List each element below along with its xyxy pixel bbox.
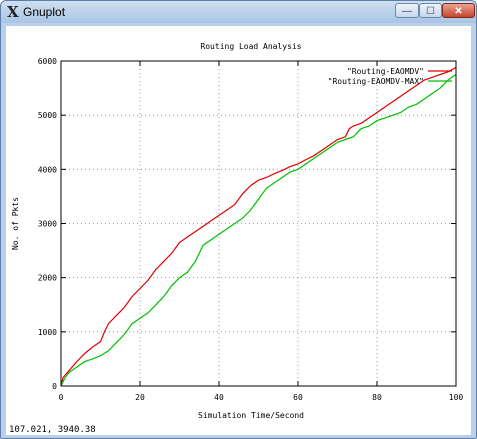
series [60, 66, 457, 387]
title-bar[interactable]: X Gnuplot — ☐ ✕ [1, 1, 476, 23]
x-tick-label: 100 [449, 393, 464, 402]
x-logo-icon: X [7, 3, 19, 21]
chart: Routing Load Analysis No. of Pkts Simula… [11, 42, 464, 420]
maximize-button[interactable]: ☐ [419, 3, 442, 18]
x-tick-label: 20 [135, 393, 145, 402]
y-tick-label: 2000 [38, 274, 57, 283]
y-tick-label: 6000 [38, 57, 57, 66]
series-line-2 [60, 74, 457, 387]
y-tick-label: 5000 [38, 111, 57, 120]
plot-canvas[interactable]: Routing Load Analysis No. of Pkts Simula… [6, 26, 471, 435]
chart-title: Routing Load Analysis [200, 42, 301, 51]
x-tick-label: 40 [214, 393, 224, 402]
minimize-button[interactable]: — [395, 3, 419, 18]
x-tick-label: 60 [293, 393, 303, 402]
window-title: Gnuplot [23, 5, 66, 19]
close-button[interactable]: ✕ [442, 3, 475, 18]
x-tick-label: 80 [372, 393, 382, 402]
x-axis-label: Simulation Time/Second [198, 411, 304, 420]
legend: "Routing-EAOMDV""Routing-EAOMDV-MAX" [328, 67, 452, 86]
legend-label: "Routing-EAOMDV" [347, 67, 424, 76]
x-tick-label: 0 [59, 393, 64, 402]
series-line-1 [60, 66, 457, 387]
y-tick-label: 4000 [38, 165, 57, 174]
y-tick-label: 3000 [38, 220, 57, 229]
grid [61, 61, 456, 386]
plot-frame [60, 60, 457, 387]
status-coords: 107.021, 3940.38 [9, 425, 96, 435]
y-tick-label: 1000 [38, 328, 57, 337]
legend-label: "Routing-EAOMDV-MAX" [328, 77, 424, 86]
y-axis-label: No. of Pkts [11, 197, 20, 250]
y-tick-label: 0 [52, 382, 57, 391]
